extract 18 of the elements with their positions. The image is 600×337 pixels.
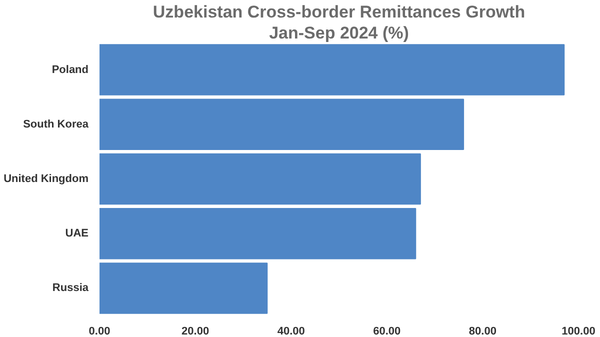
x-tick-label: 60.00 [373, 326, 401, 337]
chart-title: Uzbekistan Cross-border Remittances Growth [152, 2, 526, 22]
x-tick-label: 100.00 [562, 326, 596, 337]
y-tick-label: UAE [65, 228, 89, 240]
x-tick-label: 0.00 [88, 326, 110, 337]
bar [100, 153, 421, 205]
chart-subtitle: Jan-Sep 2024 (%) [269, 24, 409, 42]
y-tick-label: United Kingdom [4, 173, 89, 185]
y-tick-label: South Korea [23, 118, 90, 130]
x-tick-label: 40.00 [277, 326, 305, 337]
x-tick-label: 80.00 [468, 326, 496, 337]
bar [100, 208, 416, 260]
bar [100, 98, 464, 150]
y-tick-label: Poland [52, 64, 89, 76]
bar [100, 44, 565, 96]
y-tick-label: Russia [52, 282, 90, 294]
bar [100, 262, 268, 314]
x-tick-label: 20.00 [182, 326, 210, 337]
